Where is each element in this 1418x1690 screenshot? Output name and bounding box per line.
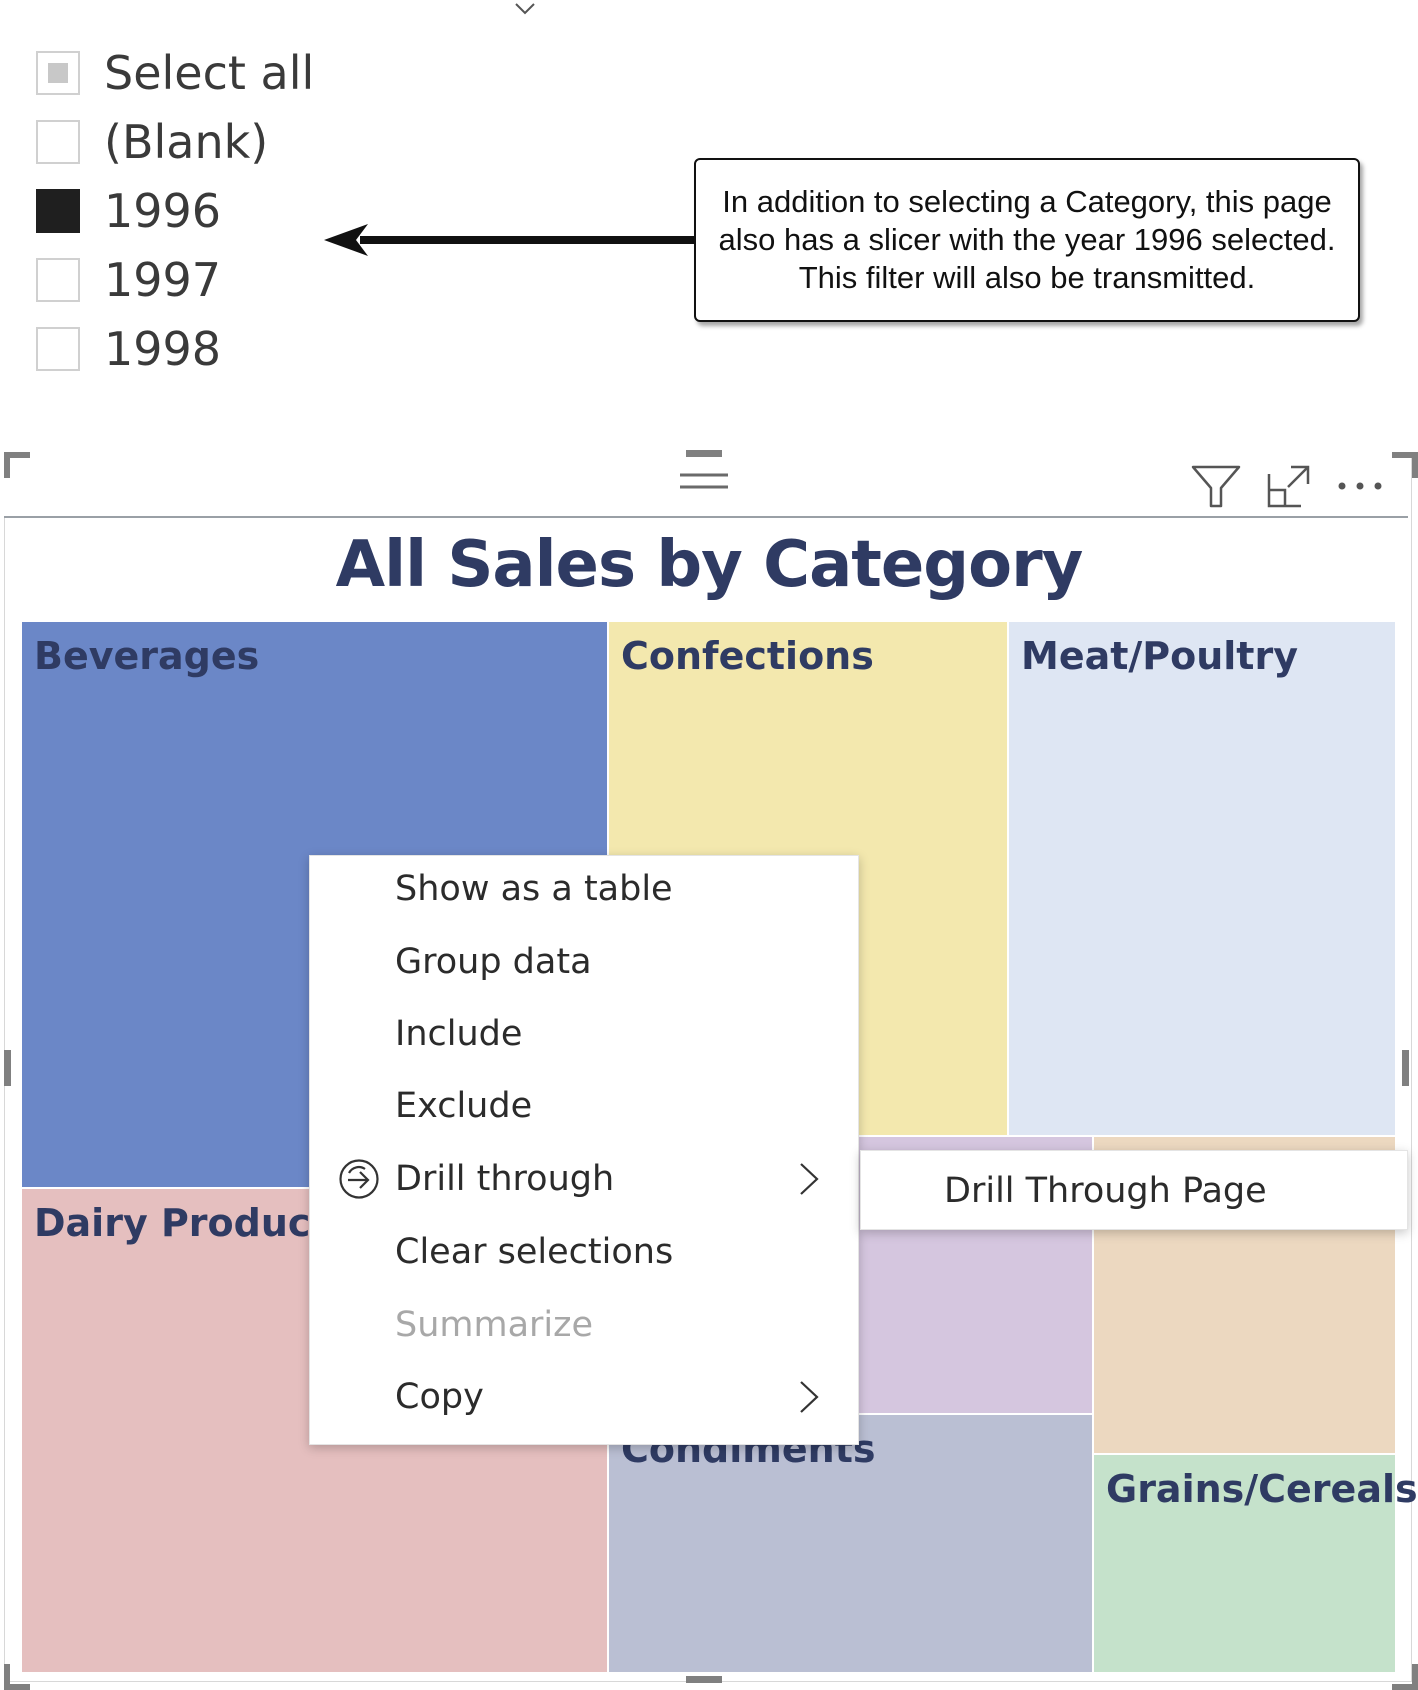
chart-title: All Sales by Category [335, 528, 1084, 602]
focus-mode-icon[interactable] [1266, 462, 1312, 510]
tile-label: Meat/Poultry [1021, 634, 1298, 678]
more-options-icon[interactable] [1336, 462, 1386, 510]
slicer-item-1998[interactable]: 1998 [36, 322, 221, 376]
menu-item-label: Clear selections [395, 1232, 674, 1272]
drag-grip-icon[interactable] [680, 470, 728, 492]
resize-handle-top-left[interactable] [4, 452, 30, 478]
slicer-item-1996[interactable]: 1996 [36, 184, 221, 238]
chevron-right-icon [800, 1381, 819, 1413]
slicer-item-select-all[interactable]: Select all [36, 46, 314, 100]
resize-handle-bottom[interactable] [686, 1676, 722, 1683]
menu-item-summarize: Summarize [310, 1295, 858, 1355]
slicer-item-label: 1998 [104, 322, 222, 376]
resize-handle-bottom-right[interactable] [1392, 1664, 1418, 1690]
drill-through-submenu: Drill Through Page [860, 1150, 1408, 1230]
checkbox[interactable] [36, 189, 80, 233]
treemap-tile-grains-cereals[interactable]: Grains/Cereals [1093, 1454, 1418, 1673]
menu-item-clear-selections[interactable]: Clear selections [310, 1222, 858, 1282]
checkbox[interactable] [36, 327, 80, 371]
menu-item-include[interactable]: Include [310, 1004, 858, 1064]
slicer-item-blank[interactable]: (Blank) [36, 115, 268, 169]
callout-arrow-icon [324, 224, 700, 256]
submenu-item-drill-through-page[interactable]: Drill Through Page [861, 1151, 1407, 1229]
resize-handle-right[interactable] [1402, 1050, 1409, 1086]
resize-handle-top[interactable] [686, 450, 722, 457]
resize-handle-left[interactable] [4, 1050, 11, 1086]
slicer-item-label: (Blank) [104, 115, 269, 169]
checkbox[interactable] [36, 51, 80, 95]
menu-item-exclude[interactable]: Exclude [310, 1076, 858, 1136]
menu-item-label: Drill through [395, 1159, 615, 1199]
menu-item-label: Copy [395, 1377, 484, 1417]
menu-item-show-as-table[interactable]: Show as a table [310, 859, 858, 919]
menu-item-copy[interactable]: Copy [310, 1367, 858, 1427]
context-menu: Show as a table Group data Include Exclu… [309, 855, 859, 1445]
slicer-item-label: 1997 [104, 253, 222, 307]
filter-icon[interactable] [1190, 462, 1242, 510]
slicer-item-label: 1996 [104, 184, 222, 238]
tile-label: Beverages [34, 634, 260, 678]
treemap-tile-meat-poultry[interactable]: Meat/Poultry [1008, 621, 1396, 1136]
menu-item-label: Show as a table [395, 869, 673, 909]
resize-handle-bottom-left[interactable] [4, 1664, 30, 1690]
checkbox[interactable] [36, 120, 80, 164]
menu-item-label: Group data [395, 942, 592, 982]
resize-handle-top-right[interactable] [1392, 452, 1418, 478]
callout-box: In addition to selecting a Category, thi… [694, 158, 1360, 322]
checkbox[interactable] [36, 258, 80, 302]
tile-label: Dairy Products [34, 1201, 352, 1245]
menu-item-label: Include [395, 1014, 523, 1054]
menu-item-label: Summarize [395, 1305, 594, 1345]
chevron-down-icon[interactable] [514, 2, 536, 16]
slicer-item-label: Select all [104, 46, 315, 100]
submenu-item-label: Drill Through Page [944, 1171, 1267, 1211]
chevron-right-icon [800, 1163, 819, 1195]
drill-through-icon [339, 1159, 379, 1199]
tile-label: Confections [621, 634, 874, 678]
menu-item-drill-through[interactable]: Drill through [310, 1149, 858, 1209]
menu-item-group-data[interactable]: Group data [310, 932, 858, 992]
tile-label: Grains/Cereals [1106, 1467, 1418, 1511]
slicer-item-1997[interactable]: 1997 [36, 253, 221, 307]
menu-item-label: Exclude [395, 1086, 533, 1126]
treemap-tile-condiments[interactable]: Condiments [608, 1414, 1093, 1673]
